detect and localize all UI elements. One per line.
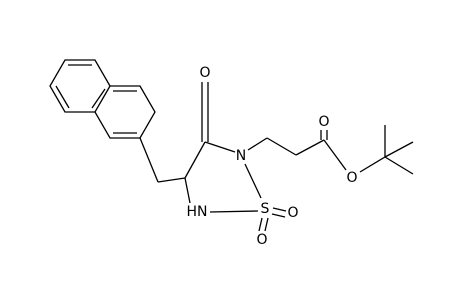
double-bond (55, 85, 70, 109)
bond (247, 137, 268, 151)
double-bond (91, 88, 106, 109)
atom-label: HN (187, 204, 208, 220)
atom-label: O (256, 232, 267, 248)
double-bond (272, 207, 287, 212)
atom-label: O (346, 170, 357, 186)
atom-label: N (236, 148, 246, 164)
bond (359, 156, 386, 173)
bond (384, 141, 414, 158)
bond (295, 139, 325, 156)
bond (244, 163, 262, 199)
ring (94, 85, 156, 139)
bond (323, 139, 347, 171)
ring (49, 59, 111, 113)
atom-label: O (318, 114, 329, 130)
atom-label: S (261, 201, 270, 217)
double-bond (258, 217, 263, 232)
bond (266, 137, 297, 156)
bond (384, 156, 414, 175)
bond (139, 137, 159, 183)
atom-label: O (199, 65, 210, 81)
bond (184, 141, 206, 179)
atom-label: O (287, 205, 298, 221)
bonds (49, 59, 414, 232)
atom-labels: O N S HN O O O O (187, 65, 358, 248)
bond (204, 141, 236, 153)
double-bond (264, 217, 269, 232)
bond (209, 210, 259, 213)
bond (157, 177, 186, 183)
bond (184, 177, 191, 204)
double-bond (271, 213, 286, 218)
